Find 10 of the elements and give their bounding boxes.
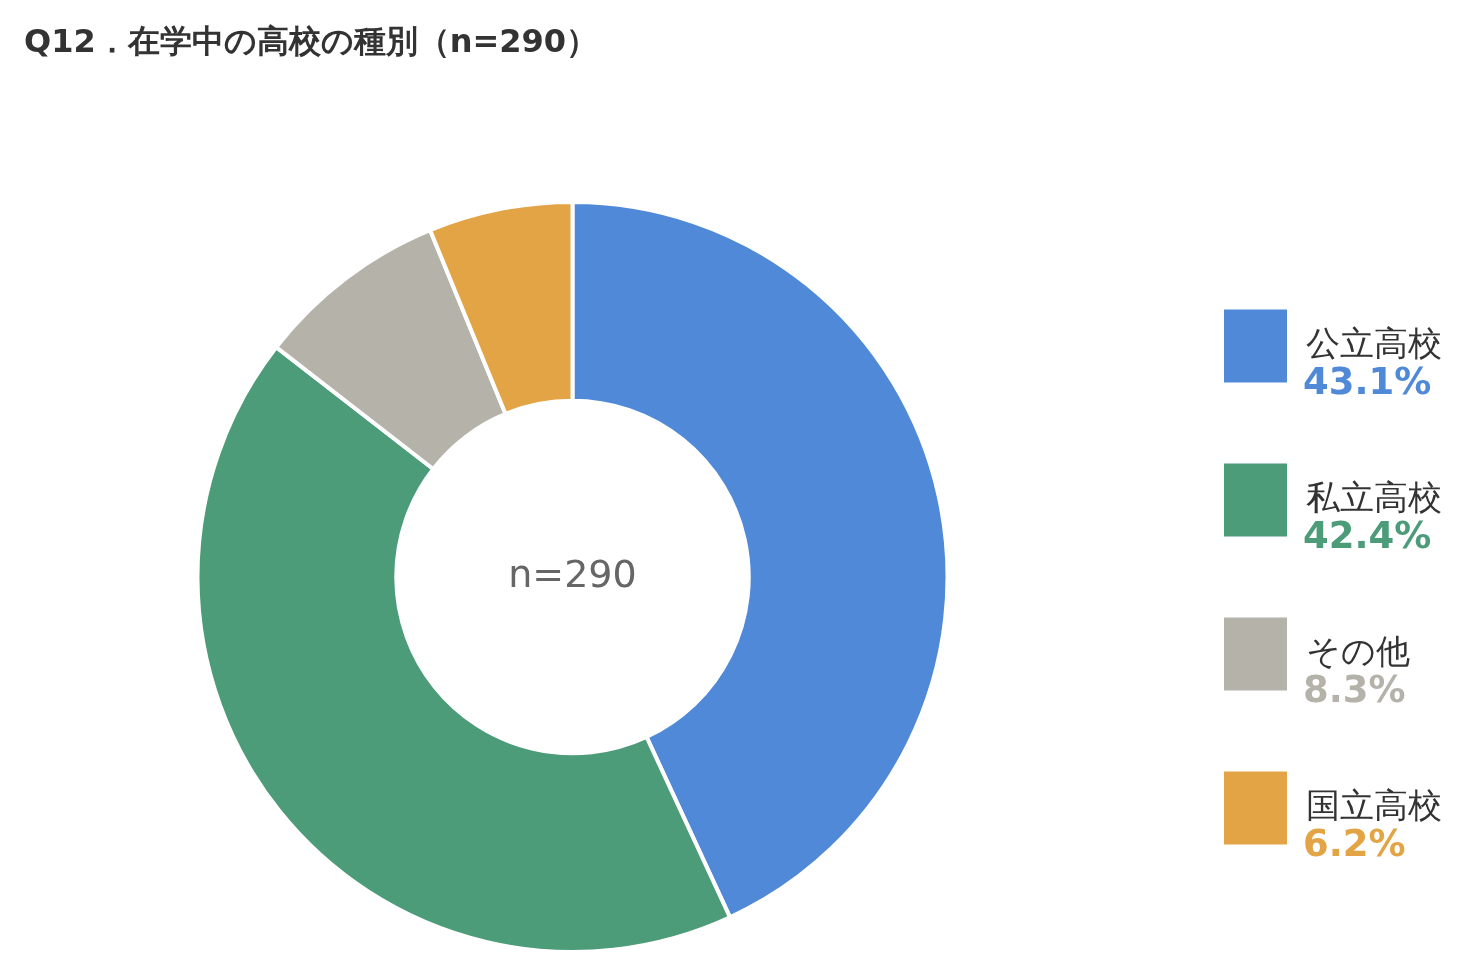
data-label: 8.3% xyxy=(1303,668,1406,712)
legend-label: 私立高校 xyxy=(1306,476,1442,517)
legend-label: その他 xyxy=(1306,630,1410,671)
legend-label: 公立高校 xyxy=(1306,322,1442,363)
chart-title: Q12．在学中の高校の種別（n=290） xyxy=(24,21,599,62)
data-label: 42.4% xyxy=(1303,514,1432,558)
data-label: 6.2% xyxy=(1303,822,1406,866)
legend-label: 国立高校 xyxy=(1306,784,1442,825)
text: n=290 xyxy=(508,551,637,596)
data-label: 43.1% xyxy=(1303,360,1432,404)
